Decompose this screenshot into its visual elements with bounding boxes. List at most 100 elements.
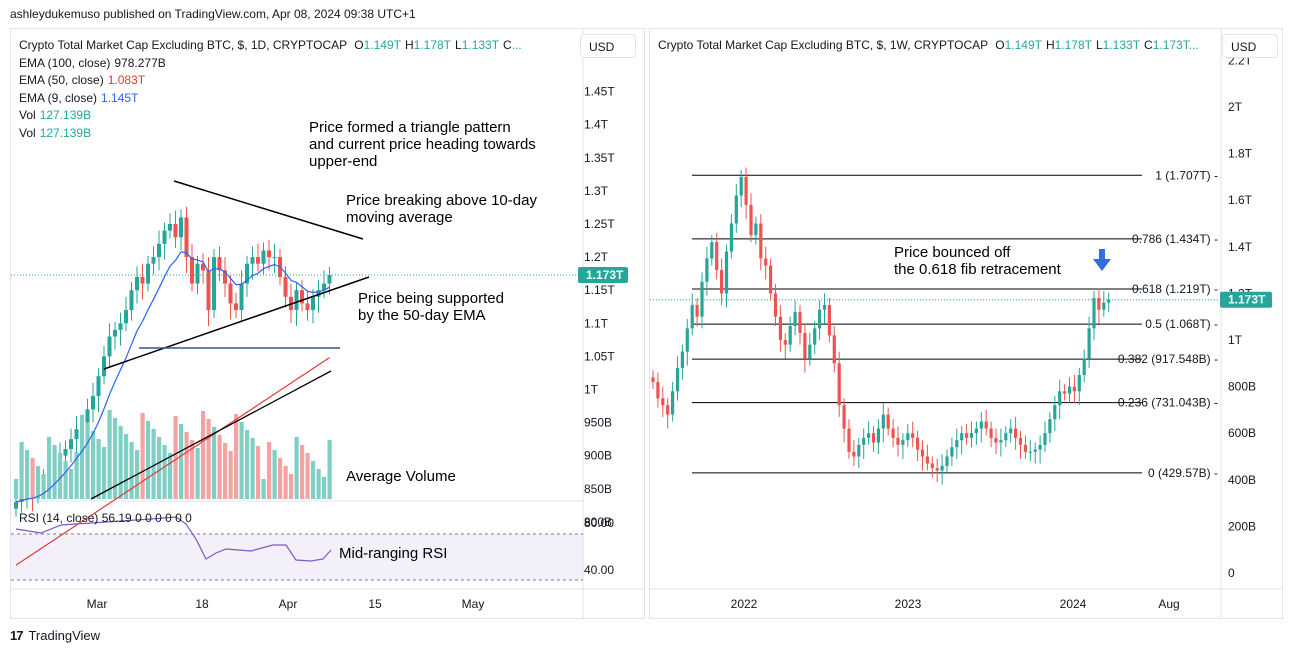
x-tick-label: 18 <box>195 597 209 611</box>
volume-bar <box>118 426 123 499</box>
candle-body <box>715 242 719 271</box>
candle-body <box>1018 437 1023 445</box>
weekly-chart-panel[interactable]: 2.2T2T1.8T1.6T1.4T1.2T1T800B600B400B200B… <box>649 28 1283 619</box>
y-tick-label: 1.35T <box>584 151 615 165</box>
volume-bar <box>63 461 68 499</box>
y-tick-label: 1.05T <box>584 349 615 363</box>
candle-body <box>1009 428 1013 434</box>
volume-bar <box>256 446 261 499</box>
volume-bar <box>52 445 57 499</box>
indicator-legend-row[interactable]: EMA (9, close) 1.145T <box>19 90 522 108</box>
y-tick-label: 1.45T <box>584 85 615 99</box>
candle-body <box>675 367 680 392</box>
candle-body <box>955 440 959 448</box>
fib-level-label: 0.382 (917.548B) - <box>1118 352 1218 366</box>
candle-body <box>832 335 836 364</box>
ema-support-annotation: Price being supported by the 50-day EMA <box>358 290 504 324</box>
weekly-symbol-title[interactable]: Crypto Total Market Cap Excluding BTC, $… <box>658 38 988 52</box>
indicator-label: EMA (9, close) <box>19 90 98 105</box>
indicator-legend-row[interactable]: EMA (100, close) 978.277B <box>19 55 522 73</box>
candle-body <box>1077 374 1081 392</box>
candle-body <box>901 440 905 445</box>
candle-body <box>1023 444 1027 452</box>
indicator-legend-row[interactable]: Vol 127.139B <box>19 125 522 143</box>
candle-body <box>140 276 145 284</box>
ohlc-item: H1.178T <box>1046 38 1092 52</box>
weekly-ohlc: O1.149T H1.178T L1.133T C1.173T... <box>991 38 1198 52</box>
candle-body <box>886 414 890 429</box>
rsi-annotation: Mid-ranging RSI <box>339 545 448 562</box>
volume-bar <box>14 479 19 499</box>
candle-body <box>124 310 128 324</box>
candle-body <box>867 433 871 438</box>
volume-bar <box>58 453 63 499</box>
rsi-tick: 40.00 <box>584 563 614 577</box>
candle-body <box>96 376 101 397</box>
volume-bar <box>140 413 145 499</box>
daily-chart-canvas[interactable]: 1.45T 1.4T 1.35T 1.3T 1.25T 1.2T 1.15T 1.1T 1.05… <box>11 29 644 618</box>
volume-bar <box>239 422 244 499</box>
candle-body <box>769 265 773 294</box>
candle-body <box>228 283 233 304</box>
volume-bar <box>36 466 41 499</box>
ema50-line <box>15 357 330 566</box>
volume-bar <box>113 418 118 499</box>
candle-body <box>916 437 920 450</box>
x-tick-label: 2023 <box>895 597 922 611</box>
candle-body <box>989 428 993 438</box>
x-tick-label: Apr <box>279 597 298 611</box>
candle-body <box>847 428 851 452</box>
candle-body <box>994 437 998 443</box>
indicator-legend-row[interactable]: Vol 127.139B <box>19 107 522 125</box>
candle-body <box>234 303 238 311</box>
candle-body <box>734 195 738 224</box>
weekly-chart-canvas[interactable]: 2.2T2T1.8T1.6T1.4T1.2T1T800B600B400B200B… <box>650 29 1282 618</box>
daily-chart-panel[interactable]: 1.45T 1.4T 1.35T 1.3T 1.25T 1.2T 1.15T 1.1T 1.05… <box>10 28 645 619</box>
daily-ohlc: O1.149T H1.178T L1.133T C... <box>350 38 521 52</box>
candle-body <box>305 303 310 311</box>
candle-body <box>906 433 910 441</box>
candle-body <box>157 243 161 258</box>
daily-chart-legend: Crypto Total Market Cap Excluding BTC, $… <box>19 37 522 142</box>
y-tick-label: 1.1T <box>584 316 609 330</box>
daily-legend-title-row: Crypto Total Market Cap Excluding BTC, $… <box>19 37 522 55</box>
candle-body <box>822 305 827 310</box>
candle-body <box>842 405 846 429</box>
volume-bar <box>69 469 74 499</box>
volume-bar <box>294 437 299 499</box>
candle-body <box>245 263 249 284</box>
candle-body <box>1053 405 1057 420</box>
candle-body <box>656 381 660 399</box>
volume-bar <box>168 453 173 499</box>
candle-body <box>871 433 876 443</box>
x-tick-label: Mar <box>87 597 108 611</box>
daily-symbol-title[interactable]: Crypto Total Market Cap Excluding BTC, $… <box>19 38 347 52</box>
y-tick-label: 900B <box>584 449 612 463</box>
candle-body <box>206 270 211 311</box>
indicator-label: EMA (100, close) <box>19 55 111 70</box>
y-tick-label: 200B <box>1228 519 1256 533</box>
y-tick-label: 1.4T <box>1228 240 1253 254</box>
volume-bar <box>74 452 79 499</box>
x-tick-label: May <box>462 597 485 611</box>
candle-body <box>1087 328 1091 359</box>
candle-body <box>146 263 150 284</box>
candle-body <box>223 270 227 284</box>
volume-bar <box>91 431 96 499</box>
daily-currency-button[interactable]: USD <box>580 34 636 58</box>
candle-body <box>671 391 675 415</box>
weekly-currency-button[interactable]: USD <box>1222 34 1278 58</box>
volume-bar <box>217 435 222 499</box>
y-tick-label: 1.3T <box>584 184 609 198</box>
candle-body <box>852 451 856 457</box>
candle-body <box>1067 386 1072 394</box>
candle-body <box>69 439 73 450</box>
candle-body <box>14 502 18 509</box>
candle-body <box>788 326 792 345</box>
volume-bar <box>311 461 316 499</box>
indicator-legend-row[interactable]: EMA (50, close) 1.083T <box>19 72 522 90</box>
x-tick-label: Aug <box>1158 597 1179 611</box>
candle-body <box>862 437 866 445</box>
volume-bar <box>206 419 211 499</box>
indicator-value: 1.145T <box>101 90 139 105</box>
